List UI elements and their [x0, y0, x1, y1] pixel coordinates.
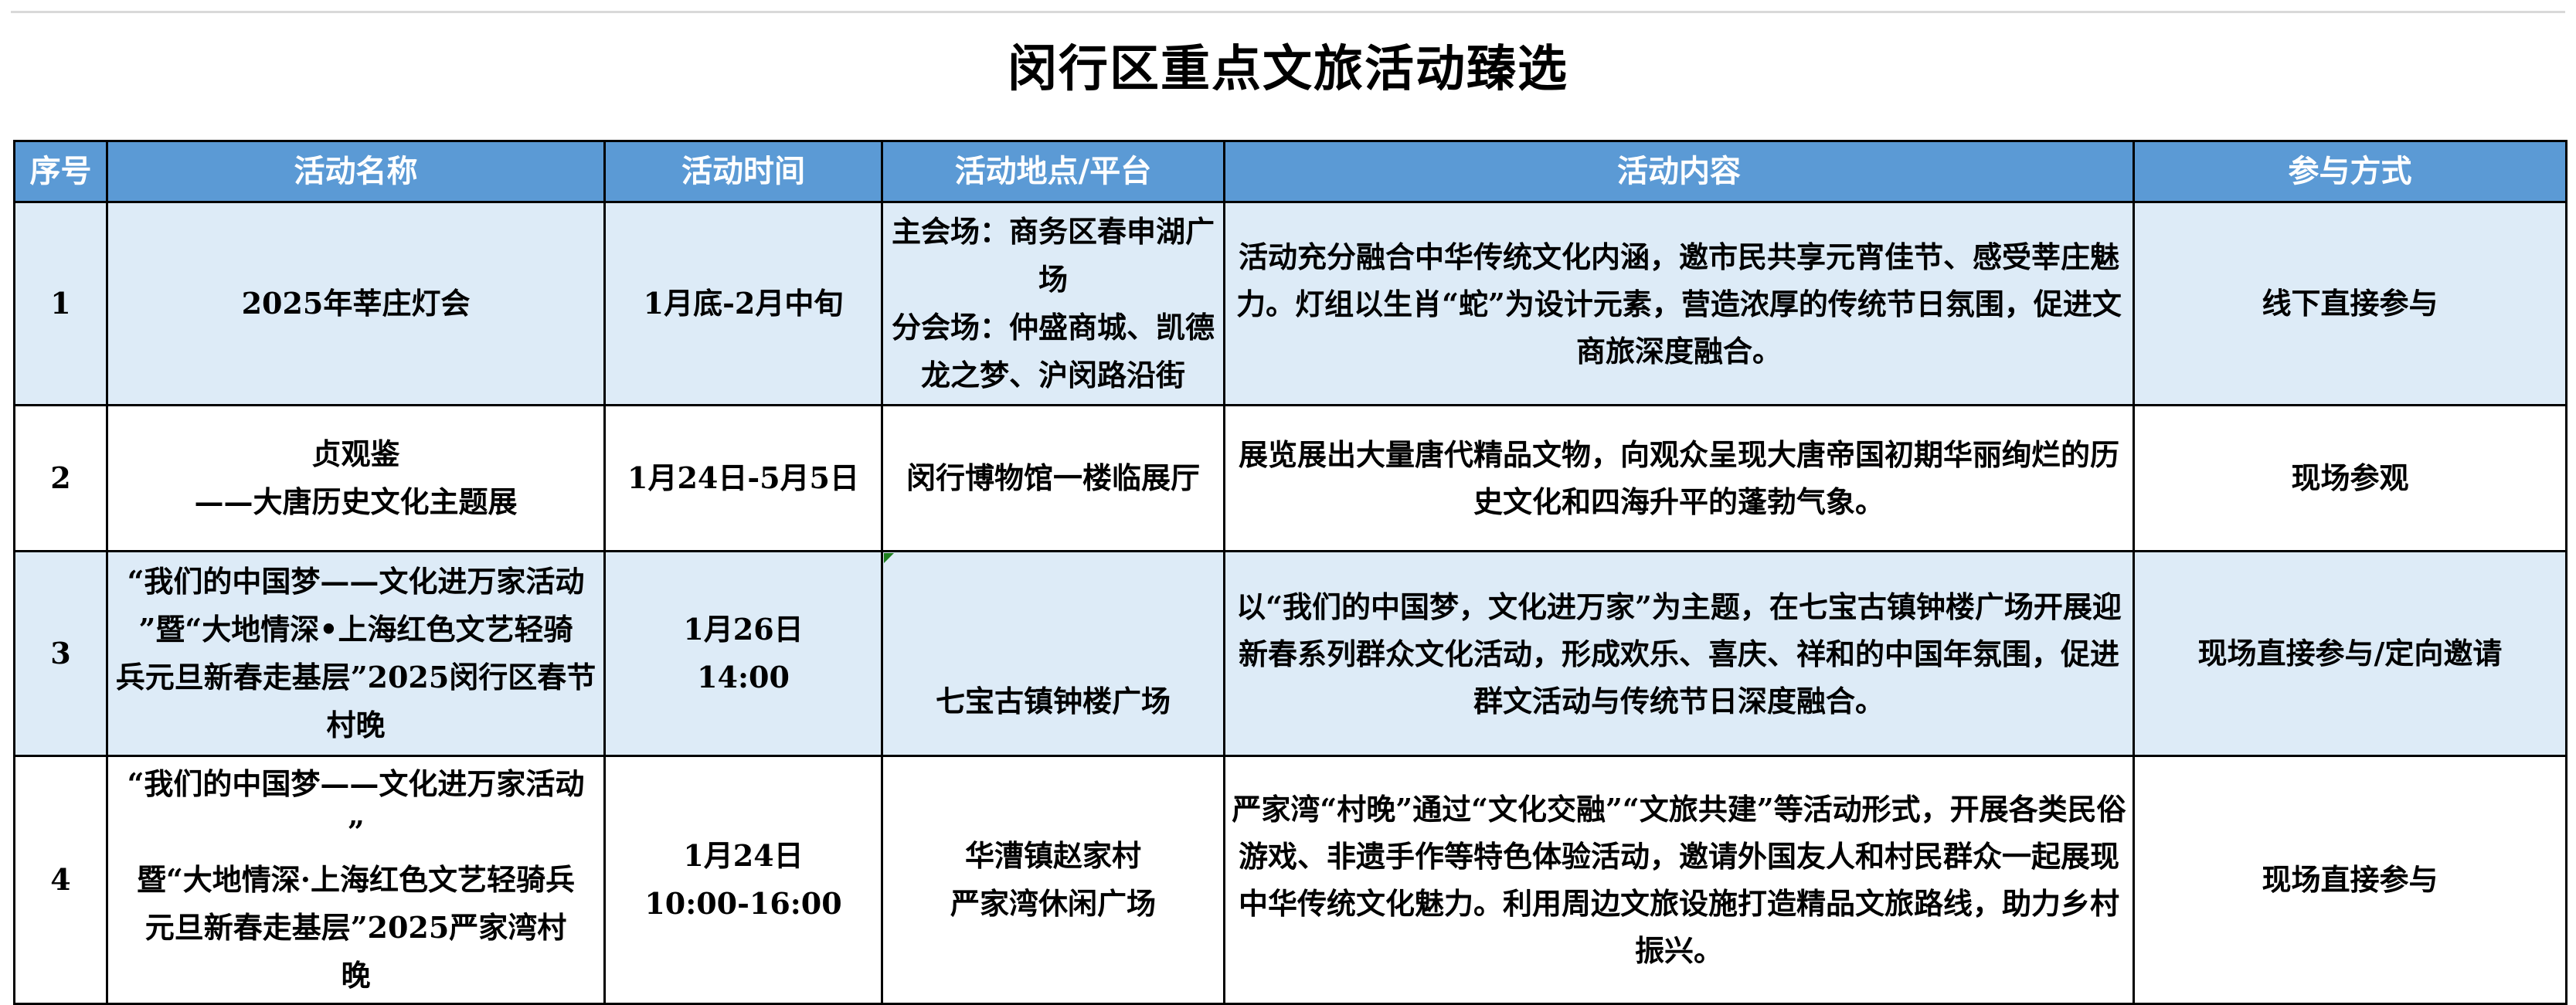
cell-name: “我们的中国梦——文化进万家活动 ” 暨“大地情深·上海红色文艺轻骑兵 元旦新春… — [106, 755, 606, 1005]
header-cell-index: 序号 — [13, 140, 108, 203]
cell-time: 1月26日 14:00 — [603, 550, 883, 757]
cell-time: 1月底-2月中旬 — [603, 201, 883, 406]
table-row-1: 1 2025年莘庄灯会 1月底-2月中旬 主会场：商务区春申湖广 场 分会场：仲… — [13, 201, 2568, 406]
cell-location-text: 七宝古镇钟楼广场 — [935, 684, 1171, 718]
cell-time: 1月24日 10:00-16:00 — [603, 755, 883, 1005]
cell-content: 展览展出大量唐代精品文物，向观众呈现大唐帝国初期华丽绚烂的历史文化和四海升平的蓬… — [1223, 404, 2135, 552]
cell-name: 2025年莘庄灯会 — [106, 201, 606, 406]
header-cell-name: 活动名称 — [106, 140, 606, 203]
header-cell-time: 活动时间 — [603, 140, 883, 203]
table-row-4: 4 “我们的中国梦——文化进万家活动 ” 暨“大地情深·上海红色文艺轻骑兵 元旦… — [13, 755, 2568, 1005]
cell-content: 以“我们的中国梦，文化进万家”为主题，在七宝古镇钟楼广场开展迎新春系列群众文化活… — [1223, 550, 2135, 757]
cell-time: 1月24日-5月5日 — [603, 404, 883, 552]
cell-participation: 现场直接参与 — [2133, 755, 2568, 1005]
header-cell-content: 活动内容 — [1223, 140, 2135, 203]
cell-name: “我们的中国梦——文化进万家活动 ”暨“大地情深•上海红色文艺轻骑 兵元旦新春走… — [106, 550, 606, 757]
cell-location: 闵行博物馆一楼临展厅 — [881, 404, 1225, 552]
header-cell-location: 活动地点/平台 — [881, 140, 1225, 203]
error-flag-icon — [884, 553, 894, 563]
cell-participation: 现场直接参与/定向邀请 — [2133, 550, 2568, 757]
cell-participation: 现场参观 — [2133, 404, 2568, 552]
header-row: 序号 活动名称 活动时间 活动地点/平台 活动内容 参与方式 — [13, 140, 2568, 203]
top-divider — [11, 11, 2565, 13]
header-cell-participation: 参与方式 — [2133, 140, 2568, 203]
cell-index: 2 — [13, 404, 108, 552]
table-row-2: 2 贞观鉴 ——大唐历史文化主题展 1月24日-5月5日 闵行博物馆一楼临展厅 … — [13, 404, 2568, 552]
page-title: 闵行区重点文旅活动臻选 — [1008, 40, 1568, 98]
table-row-3: 3 “我们的中国梦——文化进万家活动 ”暨“大地情深•上海红色文艺轻骑 兵元旦新… — [13, 550, 2568, 757]
cell-content: 活动充分融合中华传统文化内涵，邀市民共享元宵佳节、感受莘庄魅力。灯组以生肖“蛇”… — [1223, 201, 2135, 406]
cell-index: 4 — [13, 755, 108, 1005]
cell-index: 3 — [13, 550, 108, 757]
cell-location: 华漕镇赵家村 严家湾休闲广场 — [881, 755, 1225, 1005]
cell-content: 严家湾“村晚”通过“文化交融”“文旅共建”等活动形式，开展各类民俗游戏、非遗手作… — [1223, 755, 2135, 1005]
cell-location: 七宝古镇钟楼广场 — [881, 550, 1225, 757]
cell-location: 主会场：商务区春申湖广 场 分会场：仲盛商城、凯德 龙之梦、沪闵路沿街 — [881, 201, 1225, 406]
cell-participation: 线下直接参与 — [2133, 201, 2568, 406]
cell-name: 贞观鉴 ——大唐历史文化主题展 — [106, 404, 606, 552]
cell-index: 1 — [13, 201, 108, 406]
activities-table: 序号 活动名称 活动时间 活动地点/平台 活动内容 参与方式 1 2025年莘庄… — [13, 140, 2568, 1005]
